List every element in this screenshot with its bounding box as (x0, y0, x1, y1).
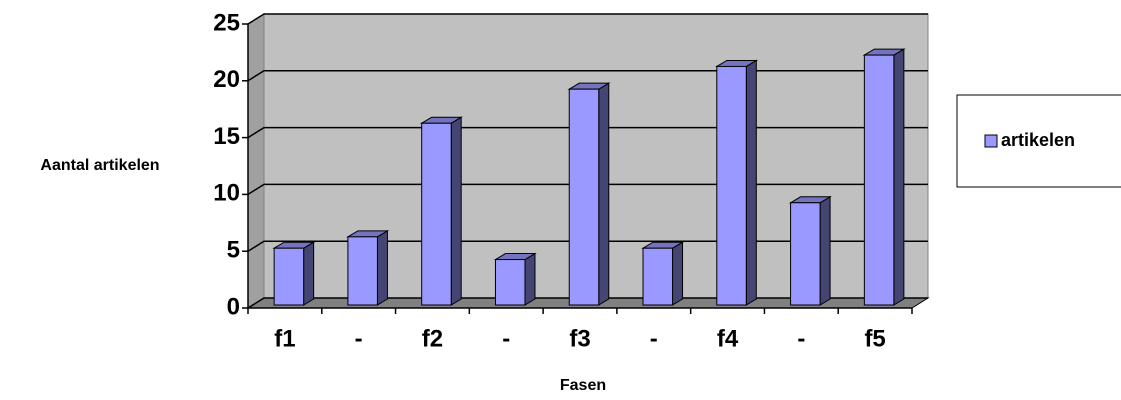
bar (273, 247, 305, 306)
bar-side (745, 59, 757, 306)
bar (716, 65, 747, 306)
bar (568, 88, 600, 306)
x-tick-label: f5 (864, 325, 885, 352)
legend-swatch (984, 134, 998, 148)
bar-side (819, 195, 831, 306)
y-tick-label: 20 (213, 66, 240, 93)
bar-side (303, 241, 315, 306)
x-tick-label: f1 (274, 325, 295, 352)
grid-line (247, 297, 928, 309)
grid-line (247, 70, 928, 82)
side-wall (247, 13, 265, 309)
y-tick-label: 10 (213, 180, 240, 207)
grid-line (247, 183, 928, 196)
legend-box (956, 94, 1121, 188)
x-tick-label: - (502, 325, 510, 352)
bar-side (672, 241, 684, 306)
bar (642, 247, 674, 306)
bar (347, 236, 378, 306)
grid-line (247, 126, 928, 139)
x-tick-label: f2 (422, 325, 443, 352)
bar-side (376, 229, 388, 306)
bar-side (893, 48, 905, 306)
bar (494, 259, 526, 306)
y-tick-label: 5 (227, 237, 240, 264)
grid-line (247, 13, 928, 25)
x-axis-title: Fasen (560, 377, 606, 394)
y-tick-label: 0 (227, 293, 240, 320)
y-tick-label: 25 (213, 9, 240, 36)
bar-side (524, 252, 536, 306)
y-tick-label: 15 (213, 123, 240, 150)
x-tick-label: - (650, 325, 658, 352)
x-tick-label: f4 (717, 325, 739, 352)
y-axis-title: Aantal artikelen (40, 157, 159, 174)
bar (790, 202, 821, 306)
x-tick-label: - (797, 325, 805, 352)
bar-side (598, 82, 610, 306)
x-tick-label: - (355, 325, 363, 352)
bar-side (450, 116, 462, 306)
bar (863, 54, 895, 306)
grid-line (247, 240, 928, 252)
bar (421, 122, 452, 306)
legend-label: artikelen (1001, 130, 1075, 150)
x-tick-label: f3 (569, 325, 590, 352)
